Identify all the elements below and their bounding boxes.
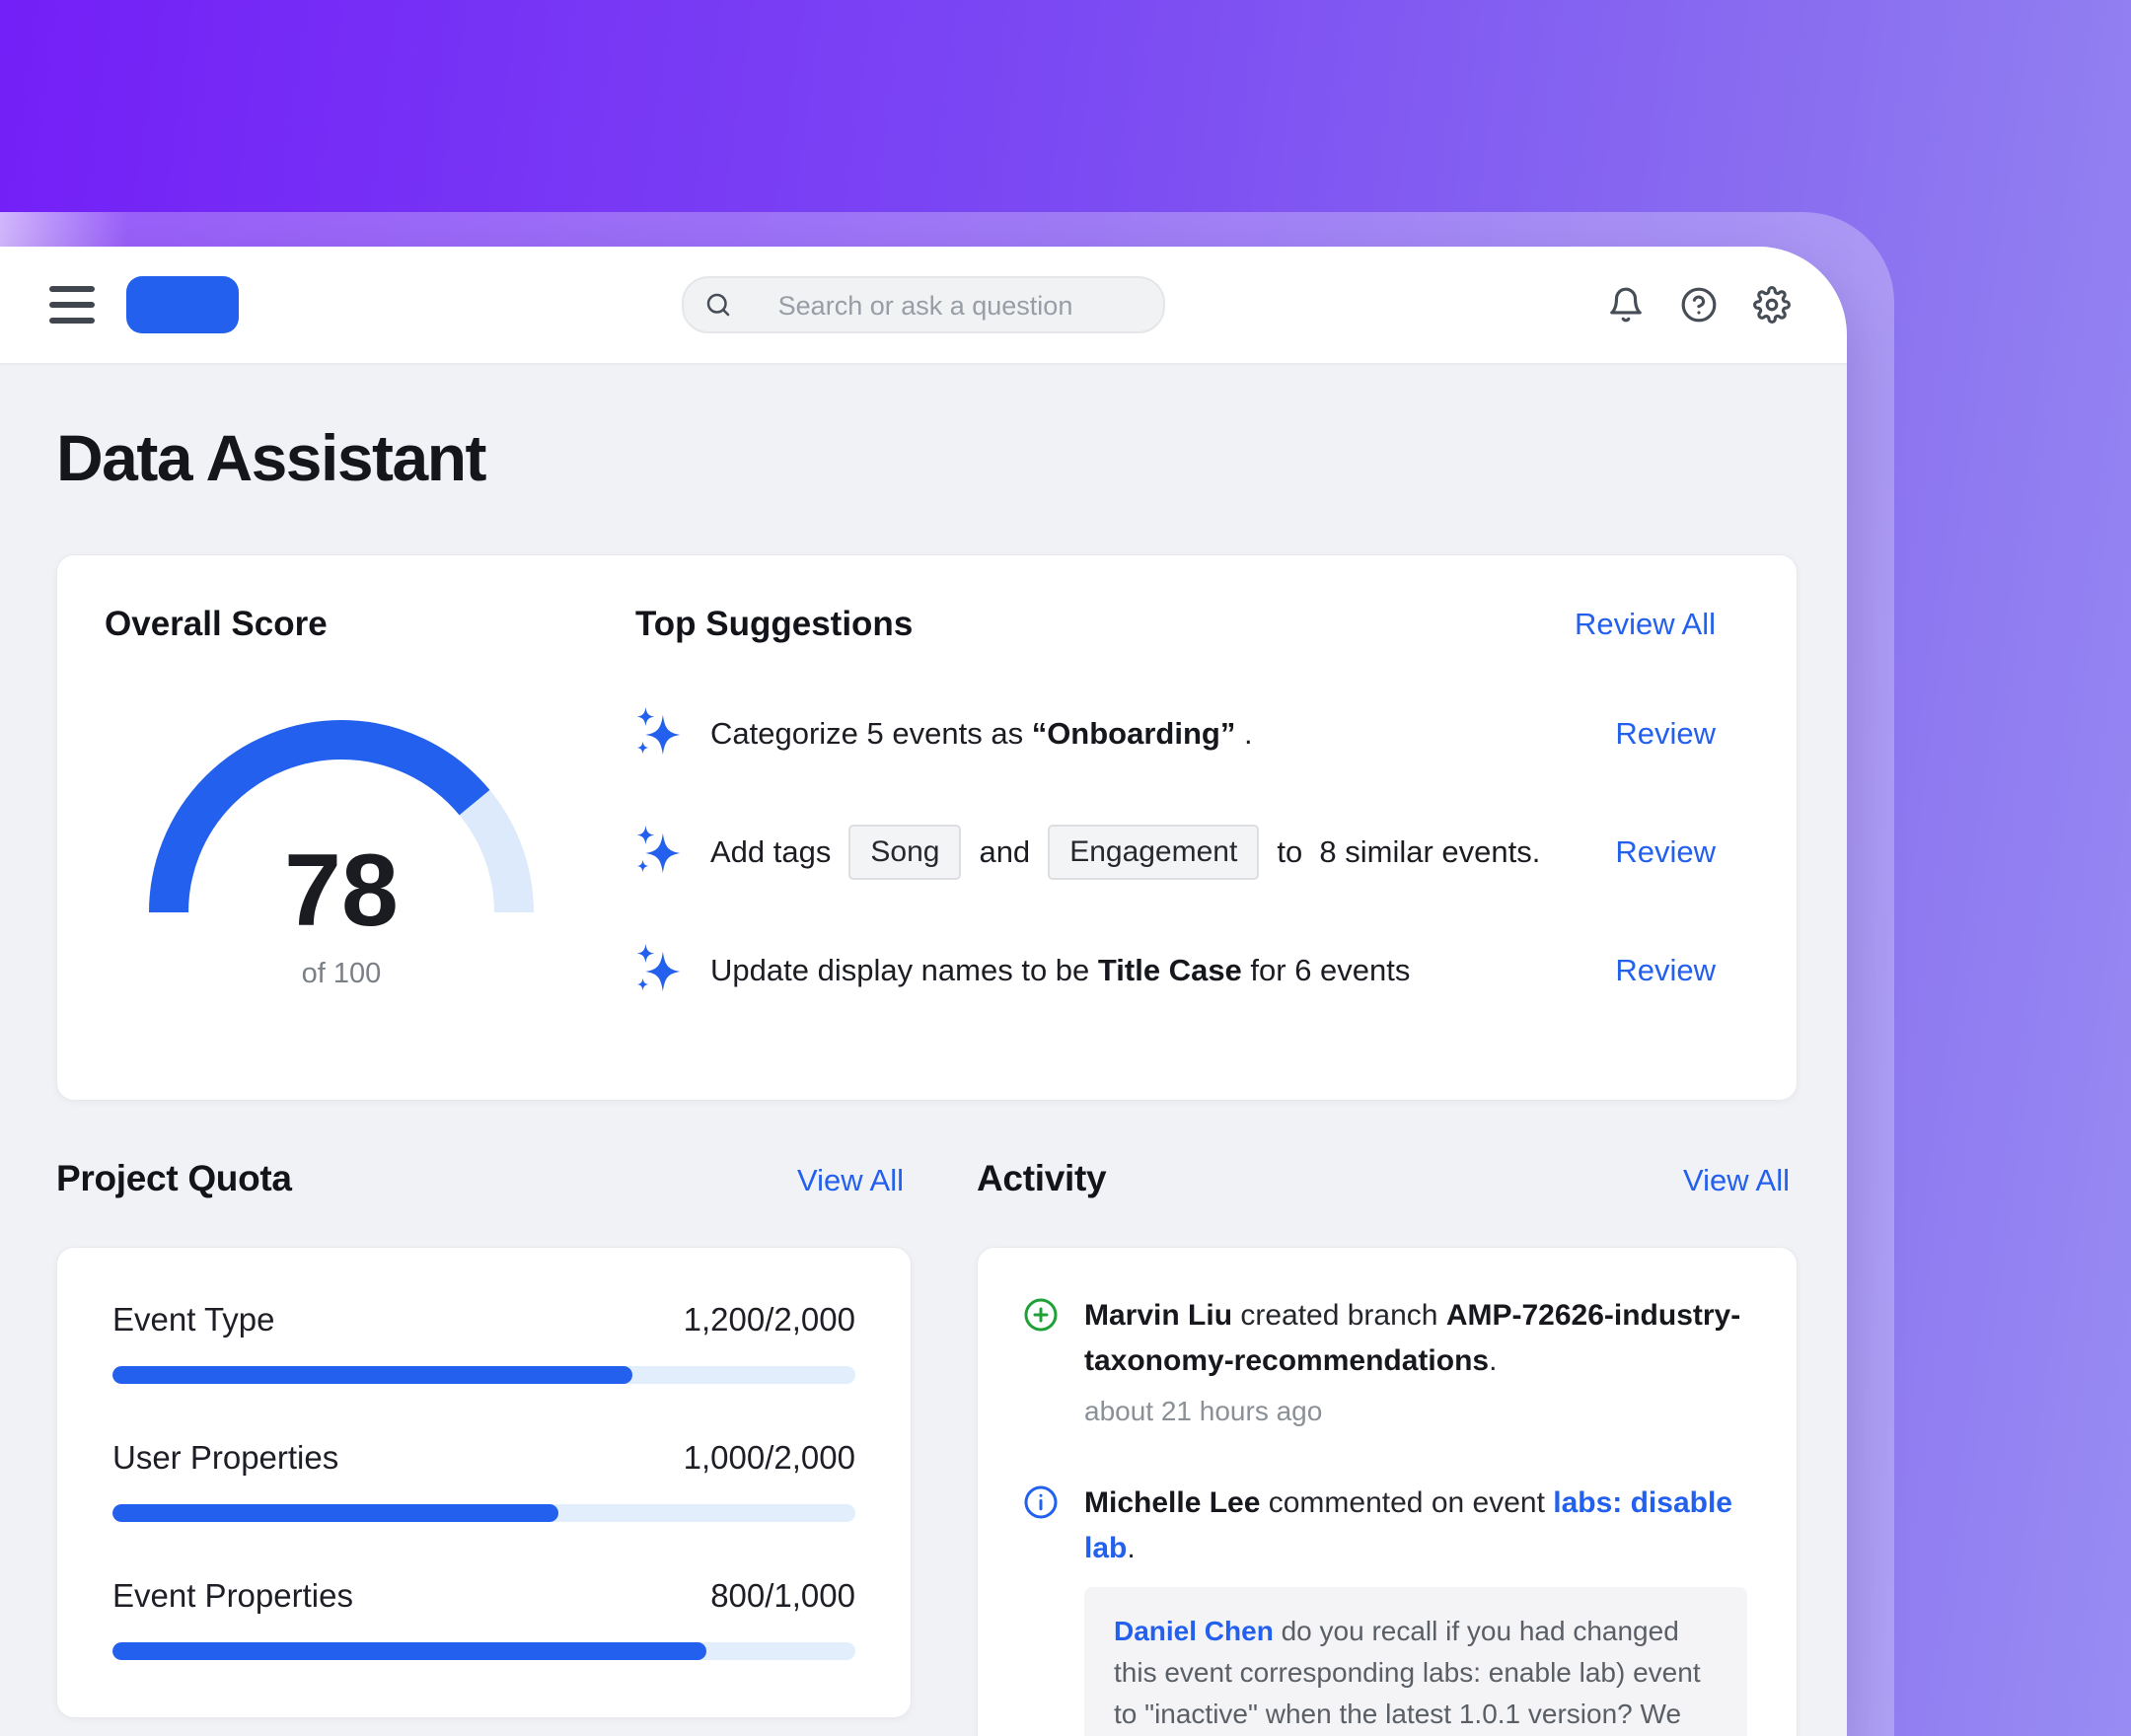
- score-suggestions-card: Overall Score 78 of 100 Top Suggestions …: [56, 554, 1798, 1101]
- activity-text: Michelle Lee commented on event labs: di…: [1084, 1486, 1732, 1564]
- top-suggestions-panel: Top Suggestions Review All Categorize 5 …: [578, 555, 1797, 1100]
- score-value: 78: [284, 833, 399, 948]
- activity-item: Michelle Lee commented on event labs: di…: [1023, 1481, 1747, 1736]
- activity-title: Activity: [977, 1158, 1107, 1198]
- quota-progress-bar: [112, 1366, 855, 1384]
- search-bar: [682, 276, 1167, 333]
- quota-row: Event Type 1,200/2,000: [112, 1301, 855, 1384]
- quota-label: Event Type: [112, 1301, 275, 1338]
- page-title: Data Assistant: [56, 421, 487, 494]
- quota-label: Event Properties: [112, 1577, 353, 1614]
- quota-value: 800/1,000: [710, 1577, 855, 1614]
- mention-link[interactable]: Daniel Chen: [1114, 1616, 1274, 1646]
- settings-button[interactable]: [1752, 285, 1792, 325]
- activity-card: Marvin Liu created branch AMP-72626-indu…: [977, 1247, 1798, 1736]
- suggestion-text: Add tags Song and Engagement to 8 simila…: [710, 825, 1540, 880]
- help-circle-icon: [1681, 287, 1717, 323]
- activity-view-all-link[interactable]: View All: [1683, 1163, 1790, 1197]
- activity-timestamp: about 21 hours ago: [1084, 1396, 1323, 1426]
- app-window: Data Assistant Overall Score 78 of 100 T…: [0, 247, 1847, 1736]
- score-gauge: 78: [144, 705, 539, 948]
- suggestion-row: Add tags Song and Engagement to 8 simila…: [635, 824, 1716, 881]
- project-quota-section: Project Quota View All Event Type 1,200/…: [56, 1158, 912, 1718]
- quota-progress-bar: [112, 1642, 855, 1660]
- quota-value: 1,000/2,000: [683, 1439, 855, 1476]
- overall-score-title: Overall Score: [105, 605, 328, 643]
- plus-circle-icon: [1023, 1297, 1059, 1333]
- suggestion-row: Update display names to be Title Case fo…: [635, 942, 1716, 999]
- ai-sparkle-icon: [635, 942, 683, 999]
- header-actions: [1606, 285, 1792, 325]
- bell-icon: [1610, 287, 1642, 323]
- quota-view-all-link[interactable]: View All: [797, 1163, 904, 1197]
- activity-section: Activity View All Marvin L: [977, 1158, 1798, 1736]
- activity-item: Marvin Liu created branch AMP-72626-indu…: [1023, 1293, 1747, 1427]
- score-denominator: of 100: [301, 958, 382, 989]
- quota-value: 1,200/2,000: [683, 1301, 855, 1338]
- notifications-button[interactable]: [1606, 285, 1646, 325]
- suggestion-row: Categorize 5 events as “Onboarding” . Re…: [635, 705, 1716, 762]
- app-header: [0, 247, 1847, 365]
- tag-chip: Engagement: [1048, 825, 1260, 880]
- quota-row: Event Properties 800/1,000: [112, 1577, 855, 1660]
- search-input[interactable]: [684, 278, 1167, 333]
- project-quota-title: Project Quota: [56, 1158, 292, 1198]
- review-link[interactable]: Review: [1615, 834, 1716, 869]
- suggestion-text: Update display names to be Title Case fo…: [710, 953, 1411, 987]
- quota-label: User Properties: [112, 1439, 339, 1476]
- quota-progress-bar: [112, 1504, 855, 1522]
- review-link[interactable]: Review: [1615, 716, 1716, 751]
- brand-logo[interactable]: [126, 276, 239, 333]
- tag-chip: Song: [848, 825, 962, 880]
- project-quota-card: Event Type 1,200/2,000 User Properties 1…: [56, 1247, 912, 1718]
- info-circle-icon: [1023, 1484, 1059, 1520]
- gear-icon: [1753, 286, 1791, 324]
- help-button[interactable]: [1679, 285, 1719, 325]
- event-link[interactable]: labs: disable lab: [1084, 1486, 1732, 1564]
- suggestion-text: Categorize 5 events as “Onboarding” .: [710, 716, 1253, 751]
- activity-text: Marvin Liu created branch AMP-72626-indu…: [1084, 1299, 1741, 1377]
- hamburger-menu-icon[interactable]: [49, 286, 95, 324]
- ai-sparkle-icon: [635, 705, 683, 762]
- top-suggestions-title: Top Suggestions: [635, 605, 914, 643]
- review-all-link[interactable]: Review All: [1575, 607, 1716, 641]
- overall-score-panel: Overall Score 78 of 100: [57, 555, 578, 1100]
- quota-row: User Properties 1,000/2,000: [112, 1439, 855, 1522]
- review-link[interactable]: Review: [1615, 953, 1716, 987]
- comment-bubble: Daniel Chen do you recall if you had cha…: [1084, 1587, 1747, 1736]
- ai-sparkle-icon: [635, 824, 683, 881]
